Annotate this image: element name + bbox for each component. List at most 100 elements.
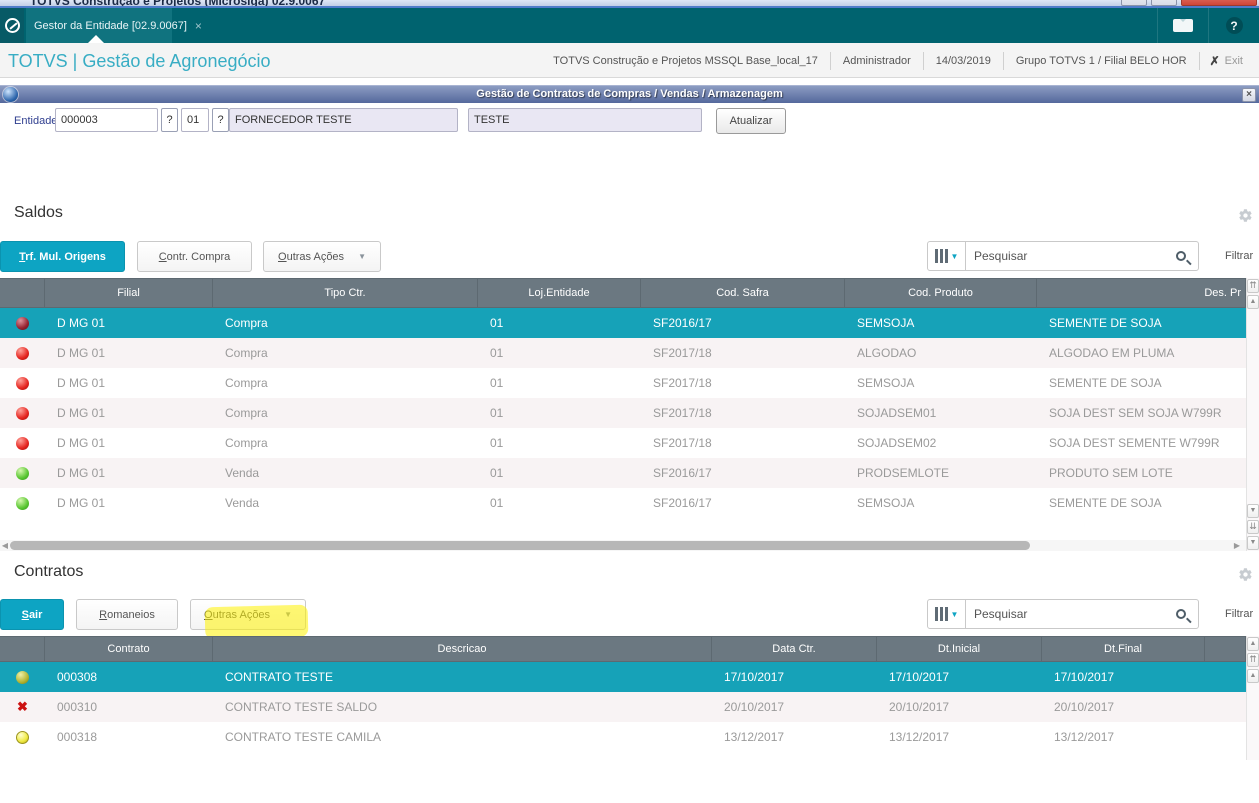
trf-mul-origens-button[interactable]: Trf. Mul. Origens xyxy=(0,241,125,272)
contratos-vertical-scrollbar[interactable]: ▲ ⇈ ▲ xyxy=(1246,636,1259,760)
messages-button[interactable] xyxy=(1158,8,1208,43)
window-title: TOTVS Construção e Projetos (Microsiga) … xyxy=(30,0,326,8)
search-icon[interactable] xyxy=(1176,251,1186,261)
scrollbar-thumb[interactable] xyxy=(10,541,1030,550)
table-row[interactable]: D MG 01 Compra 01 SF2017/18 ALGODAO ALGO… xyxy=(0,338,1246,368)
dialog-title: Gestão de Contratos de Compras / Vendas … xyxy=(476,88,783,100)
column-header-data-ctr[interactable]: Data Ctr. xyxy=(712,636,877,662)
table-row[interactable]: D MG 01 Compra 01 SF2017/18 SOJADSEM01 S… xyxy=(0,398,1246,428)
entity-form: Entidade ? ? Atualizar xyxy=(0,103,1259,143)
tab-close-icon[interactable]: × xyxy=(194,18,202,33)
contratos-search-input[interactable] xyxy=(966,600,1176,628)
columns-icon xyxy=(934,249,948,263)
saldos-filter-link[interactable]: Filtrar xyxy=(1225,250,1254,262)
table-row[interactable]: D MG 01 Venda 01 SF2016/17 SEMSOJA SEMEN… xyxy=(0,488,1246,518)
column-header-tipo[interactable]: Tipo Ctr. xyxy=(213,278,478,308)
status-icon xyxy=(17,700,28,714)
saldos-grid-header: Filial Tipo Ctr. Loj.Entidade Cod. Safra… xyxy=(0,278,1246,308)
scroll-bottom-button[interactable]: ⇊ xyxy=(1247,520,1259,534)
active-tab-pointer xyxy=(88,35,104,43)
status-icon xyxy=(16,730,29,744)
column-header-descricao[interactable]: Descricao xyxy=(213,636,712,662)
column-header-dt-inicial[interactable]: Dt.Inicial xyxy=(877,636,1042,662)
user-label: Administrador xyxy=(842,54,911,67)
contratos-filter-link[interactable]: Filtrar xyxy=(1225,608,1254,620)
table-row[interactable]: D MG 01 Compra 01 SF2016/17 SEMSOJA SEME… xyxy=(0,308,1246,338)
column-header-des-produto[interactable]: Des. Pr xyxy=(1037,278,1246,308)
scroll-left-button[interactable]: ◀ xyxy=(1,541,9,550)
scroll-up-button[interactable]: ▲ xyxy=(1247,637,1259,651)
status-icon xyxy=(16,670,29,684)
saldos-vertical-scrollbar[interactable]: ⇈ ▲ ▼ ⇊ ▼ xyxy=(1246,278,1259,551)
exit-button[interactable]: ✗ Exit xyxy=(1200,54,1253,68)
status-icon xyxy=(16,376,29,390)
chevron-down-icon: ▼ xyxy=(950,609,959,619)
column-header-extra[interactable] xyxy=(1205,636,1246,662)
os-title-bar: TOTVS Construção e Projetos (Microsiga) … xyxy=(0,0,1259,8)
refresh-button[interactable]: Atualizar xyxy=(716,108,786,134)
scroll-down-button[interactable]: ▼ xyxy=(1247,504,1259,518)
saldos-outras-acoes-button[interactable]: Outras Ações ▼ xyxy=(263,241,381,272)
table-row[interactable]: 000318 CONTRATO TESTE CAMILA 13/12/2017 … xyxy=(0,722,1246,752)
divider xyxy=(829,51,831,70)
column-header-filial[interactable]: Filial xyxy=(45,278,213,308)
saldos-column-chooser-button[interactable]: ▼ xyxy=(928,242,966,270)
divider xyxy=(1208,8,1209,43)
column-header-loj[interactable]: Loj.Entidade xyxy=(478,278,641,308)
search-icon[interactable] xyxy=(1176,609,1186,619)
column-header-contrato[interactable]: Contrato xyxy=(45,636,213,662)
entity-code-input[interactable] xyxy=(55,108,158,132)
column-header-produto[interactable]: Cod. Produto xyxy=(845,278,1037,308)
entity-code-lookup-button[interactable]: ? xyxy=(161,108,178,132)
scroll-up-button[interactable]: ▲ xyxy=(1247,669,1259,683)
saldos-horizontal-scrollbar[interactable]: ◀ ▶ xyxy=(0,540,1246,551)
saldos-settings-gear-icon[interactable] xyxy=(1238,208,1253,223)
saldos-section-title: Saldos xyxy=(14,204,63,221)
column-header-safra[interactable]: Cod. Safra xyxy=(641,278,845,308)
divider xyxy=(1157,8,1158,43)
tab-bar: Gestor da Entidade [02.9.0067] × ? xyxy=(0,8,1259,43)
contratos-column-chooser-button[interactable]: ▼ xyxy=(928,600,966,628)
scroll-right-button[interactable]: ▶ xyxy=(1233,541,1241,550)
divider xyxy=(1002,51,1004,70)
exit-x-icon: ✗ xyxy=(1209,53,1220,68)
contratos-grid: Contrato Descricao Data Ctr. Dt.Inicial … xyxy=(0,636,1246,755)
help-button[interactable]: ? xyxy=(1209,8,1259,43)
column-header-status[interactable] xyxy=(0,636,45,662)
contratos-outras-acoes-button[interactable]: Outras Ações ▼ xyxy=(190,599,306,630)
scroll-up-button[interactable]: ▲ xyxy=(1247,295,1259,309)
tab-label: Gestor da Entidade [02.9.0067] xyxy=(34,19,187,32)
totvs-logo[interactable] xyxy=(0,8,24,43)
exit-label: Exit xyxy=(1224,54,1243,67)
entity-name-field xyxy=(229,108,458,132)
chevron-down-icon: ▼ xyxy=(950,251,959,261)
table-row[interactable]: D MG 01 Compra 01 SF2017/18 SOJADSEM02 S… xyxy=(0,428,1246,458)
entity-store-lookup-button[interactable]: ? xyxy=(212,108,229,132)
sair-button[interactable]: Sair xyxy=(0,599,64,630)
scroll-down-button[interactable]: ▼ xyxy=(1247,536,1259,550)
table-row[interactable]: 000308 CONTRATO TESTE 17/10/2017 17/10/2… xyxy=(0,662,1246,692)
dialog-close-button[interactable]: × xyxy=(1242,88,1256,102)
dialog-icon xyxy=(3,87,18,102)
table-row[interactable]: D MG 01 Venda 01 SF2016/17 PRODSEMLOTE P… xyxy=(0,458,1246,488)
entity-store-input[interactable] xyxy=(181,108,209,132)
mail-icon xyxy=(1173,19,1193,32)
table-row[interactable]: 000310 CONTRATO TESTE SALDO 20/10/2017 2… xyxy=(0,692,1246,722)
maximize-button[interactable] xyxy=(1151,0,1177,6)
minimize-button[interactable] xyxy=(1121,0,1147,6)
contratos-settings-gear-icon[interactable] xyxy=(1238,567,1253,582)
saldos-search-input[interactable] xyxy=(966,242,1176,270)
column-header-status[interactable] xyxy=(0,278,45,308)
totvs-logo-icon xyxy=(4,18,20,33)
contratos-grid-header: Contrato Descricao Data Ctr. Dt.Inicial … xyxy=(0,636,1246,662)
scroll-top-button[interactable]: ⇈ xyxy=(1247,653,1259,667)
contr-compra-button[interactable]: Contr. Compra xyxy=(137,241,252,272)
scroll-top-button[interactable]: ⇈ xyxy=(1247,279,1259,293)
entity-label: Entidade xyxy=(14,115,58,127)
close-button[interactable] xyxy=(1181,0,1257,6)
table-row[interactable]: D MG 01 Compra 01 SF2017/18 SEMSOJA SEME… xyxy=(0,368,1246,398)
status-icon xyxy=(16,346,29,360)
divider xyxy=(922,51,924,70)
romaneios-button[interactable]: Romaneios xyxy=(76,599,178,630)
column-header-dt-final[interactable]: Dt.Final xyxy=(1042,636,1205,662)
